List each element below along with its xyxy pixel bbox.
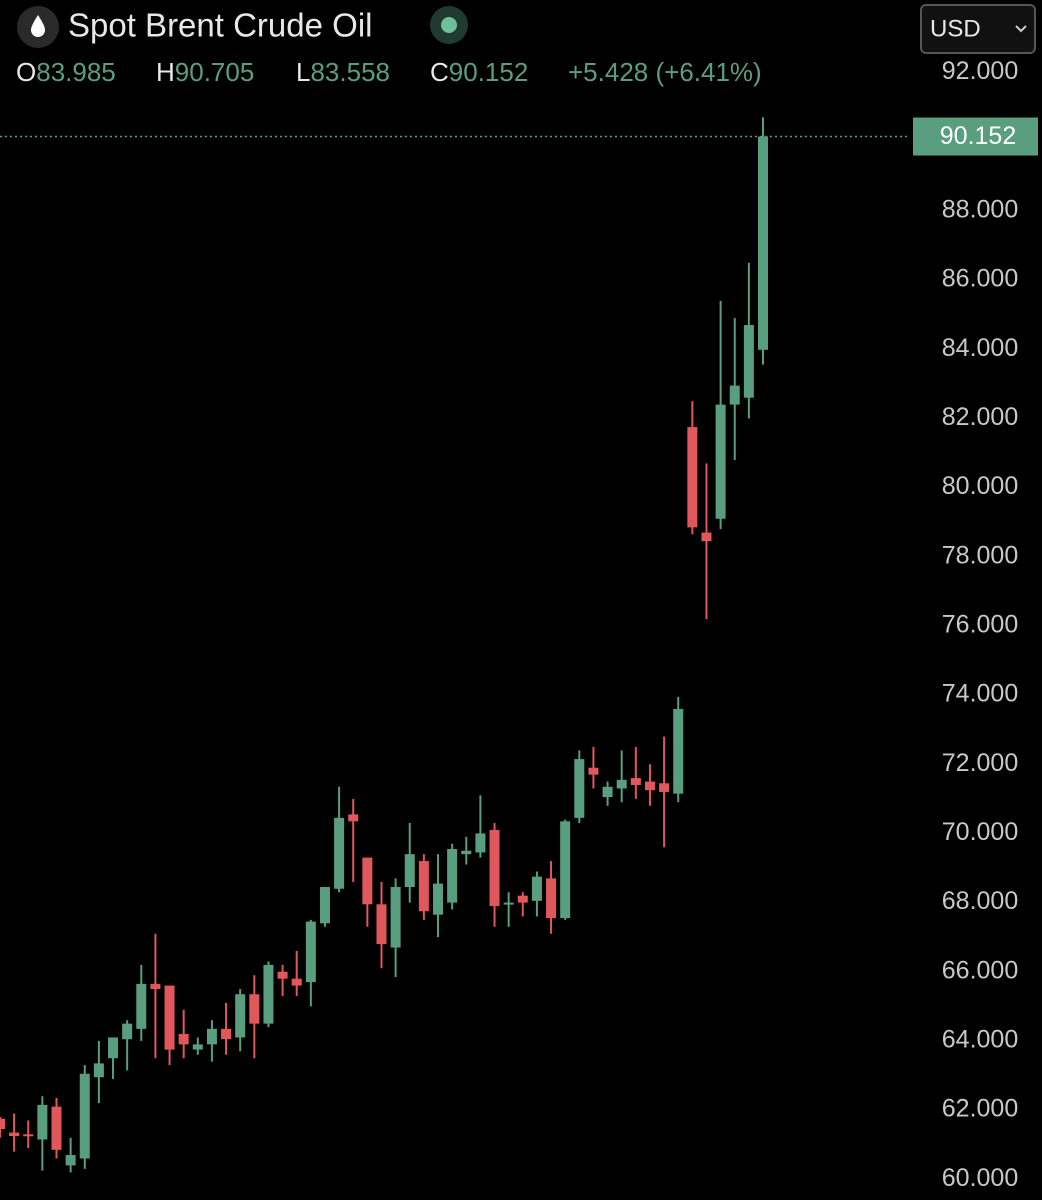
candle-body bbox=[305, 921, 316, 983]
candle-body bbox=[390, 887, 401, 948]
candle-body bbox=[206, 1028, 217, 1045]
candle-body bbox=[108, 1037, 119, 1059]
y-tick-label: 68.000 bbox=[942, 887, 1018, 915]
candle-body bbox=[235, 994, 246, 1038]
status-dot bbox=[441, 17, 457, 33]
candle-body bbox=[758, 136, 768, 350]
candle-body bbox=[23, 1134, 34, 1137]
y-tick-label: 82.000 bbox=[942, 403, 1018, 431]
candle-body bbox=[743, 325, 754, 398]
candle-body bbox=[376, 904, 387, 945]
price-tag-label: 90.152 bbox=[940, 122, 1016, 150]
drop-icon bbox=[31, 15, 45, 37]
ohlc-value: 83.985 bbox=[36, 57, 116, 87]
ohlc-line: O83.985 H90.705 L83.558 C90.152 +5.428 (… bbox=[16, 57, 762, 87]
y-tick-label: 74.000 bbox=[942, 680, 1018, 708]
candle-body bbox=[475, 833, 486, 853]
candle-body bbox=[715, 404, 726, 519]
y-tick-label: 84.000 bbox=[942, 334, 1018, 362]
ohlc-value: 83.558 bbox=[310, 57, 390, 87]
y-tick-label: 76.000 bbox=[942, 611, 1018, 639]
ohlc-value: 90.705 bbox=[175, 57, 255, 87]
candle-body bbox=[136, 983, 147, 1029]
ohlc-label: L bbox=[296, 57, 310, 87]
y-tick-label: 88.000 bbox=[942, 196, 1018, 224]
candle-body bbox=[489, 829, 500, 907]
candle-body bbox=[616, 779, 627, 789]
candle-body bbox=[334, 817, 345, 889]
candle-body bbox=[192, 1044, 203, 1050]
candle-body bbox=[644, 781, 655, 791]
candle-body bbox=[503, 902, 514, 905]
candle-body bbox=[263, 964, 274, 1024]
y-tick-label: 62.000 bbox=[942, 1095, 1018, 1123]
candle-body bbox=[461, 850, 472, 855]
header: Spot Brent Crude Oil O83.985 H90.705 L83… bbox=[16, 6, 762, 87]
candle-body bbox=[291, 978, 302, 986]
symbol-title: Spot Brent Crude Oil bbox=[68, 7, 372, 44]
candle-body bbox=[277, 971, 288, 979]
candle-body bbox=[93, 1063, 104, 1078]
candle-body bbox=[560, 821, 571, 919]
candle-body bbox=[687, 427, 698, 528]
ohlc-label: O bbox=[16, 57, 36, 87]
y-axis: 60.000 62.000 64.000 66.000 68.000 70.000 72.0… bbox=[913, 57, 1038, 1192]
candle-body bbox=[9, 1132, 20, 1137]
candle-body bbox=[319, 887, 330, 924]
y-tick-label: 72.000 bbox=[942, 749, 1018, 777]
ohlc-label: H bbox=[156, 57, 175, 87]
candle-body bbox=[122, 1023, 133, 1040]
candle-body bbox=[51, 1106, 62, 1150]
candle-body bbox=[517, 895, 528, 903]
candle-body bbox=[164, 985, 175, 1050]
y-tick-label: 66.000 bbox=[942, 956, 1018, 984]
candle-body bbox=[221, 1028, 232, 1040]
plot bbox=[0, 117, 910, 1173]
chevron bbox=[1015, 25, 1027, 33]
candle-body bbox=[588, 767, 599, 775]
candle-body bbox=[433, 883, 444, 915]
candle-body bbox=[404, 854, 415, 888]
y-tick-label: 64.000 bbox=[942, 1026, 1018, 1054]
currency-label: USD bbox=[930, 15, 981, 42]
candle-body bbox=[362, 857, 373, 905]
y-tick-label: 92.000 bbox=[942, 57, 1018, 85]
currency-selector[interactable]: USD bbox=[920, 4, 1036, 54]
candle-body bbox=[531, 876, 542, 901]
candle-body bbox=[630, 778, 641, 786]
currency-button[interactable] bbox=[920, 4, 1036, 54]
ohlc-label: C bbox=[430, 57, 449, 87]
candle-body bbox=[546, 878, 557, 919]
candle-body bbox=[249, 994, 260, 1024]
price-tag bbox=[913, 117, 1038, 156]
candle-body bbox=[418, 861, 429, 912]
candle-body bbox=[659, 783, 670, 792]
candle-body bbox=[729, 385, 740, 405]
candle-body bbox=[447, 848, 458, 903]
y-tick-label: 78.000 bbox=[942, 541, 1018, 569]
y-tick-label: 80.000 bbox=[942, 472, 1018, 500]
change: +5.428 (+6.41%) bbox=[568, 57, 762, 87]
y-tick-label: 60.000 bbox=[942, 1164, 1018, 1192]
candle-body bbox=[65, 1155, 76, 1166]
candle-body bbox=[150, 983, 161, 990]
candle-body bbox=[701, 532, 712, 542]
ohlc-value: 90.152 bbox=[449, 57, 529, 87]
candle-body bbox=[79, 1073, 90, 1159]
candle-body bbox=[0, 1118, 5, 1130]
candle-body bbox=[574, 759, 585, 818]
candle-body bbox=[348, 814, 359, 822]
candle-body bbox=[178, 1034, 189, 1045]
y-tick-label: 86.000 bbox=[942, 265, 1018, 293]
candle-body bbox=[602, 786, 613, 798]
candle-body bbox=[37, 1104, 48, 1140]
y-tick-label: 70.000 bbox=[942, 818, 1018, 846]
candle-body bbox=[673, 708, 684, 794]
